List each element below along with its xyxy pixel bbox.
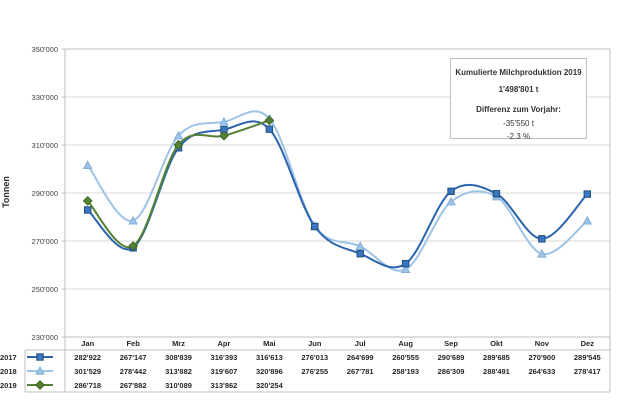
- series-year-label: 2017: [0, 352, 17, 362]
- legend-key-2017: [27, 353, 53, 361]
- table-cell: 260'555: [392, 352, 420, 362]
- annotation-total: 1'498'801 t: [498, 85, 539, 94]
- series-2019: [82, 115, 275, 251]
- triangle-marker: [582, 215, 593, 225]
- table-cell: 276'255: [301, 366, 329, 376]
- diamond-marker: [219, 130, 229, 141]
- diamond-marker: [35, 380, 45, 390]
- series-line-2019: [86, 119, 271, 249]
- month-header: Jan: [81, 339, 95, 348]
- series-year-label: 2019: [0, 380, 17, 390]
- square-marker: [356, 250, 364, 258]
- series-2017: [84, 120, 591, 269]
- triangle-marker: [128, 215, 138, 225]
- month-header: Dez: [580, 339, 594, 348]
- table-cell: 267'781: [346, 366, 374, 376]
- table-cell: 313'862: [210, 380, 238, 390]
- square-marker: [492, 190, 501, 198]
- table-cell: 316'393: [210, 352, 238, 362]
- series-year-label: 2018: [0, 366, 17, 376]
- square-marker: [84, 206, 92, 214]
- table-cell: 288'491: [483, 366, 510, 376]
- y-tick-label: 310'000: [31, 140, 58, 150]
- table-cell: 320'896: [255, 366, 283, 376]
- plot-borders: [24, 48, 611, 393]
- table-cell: 264'699: [346, 352, 374, 362]
- table-cell: 270'900: [528, 352, 556, 362]
- triangle-marker: [219, 116, 229, 126]
- triangle-marker: [173, 130, 184, 140]
- table-cell: 286'718: [74, 380, 102, 390]
- y-tick-label: 330'000: [31, 92, 58, 102]
- month-header: Apr: [217, 339, 231, 348]
- legend-keys: [27, 353, 53, 390]
- y-tick-label: 230'000: [31, 332, 58, 342]
- legend-key-2018: [27, 365, 53, 375]
- table-cell: 289'545: [573, 352, 601, 362]
- triangle-marker: [35, 365, 45, 375]
- square-marker: [311, 222, 319, 231]
- diamond-marker: [82, 195, 93, 206]
- annotation-box: Kumulierte Milchproduktion 2019 1'498'80…: [450, 58, 587, 141]
- month-header: Jun: [308, 339, 322, 348]
- table-cell: 267'882: [119, 380, 147, 390]
- month-header: Okt: [490, 339, 503, 348]
- series-line-2017: [86, 120, 589, 269]
- table-cell: 258'193: [392, 366, 420, 376]
- square-marker: [401, 259, 410, 268]
- y-tick-label: 350'000: [31, 44, 58, 54]
- triangle-marker: [82, 160, 93, 170]
- y-tick-label: 250'000: [31, 284, 58, 294]
- square-marker: [583, 190, 591, 198]
- table-cell: 320'254: [255, 380, 283, 390]
- month-header: Nov: [534, 339, 549, 348]
- month-header: Feb: [126, 339, 140, 348]
- table-cell: 313'882: [165, 366, 192, 376]
- square-marker: [36, 353, 44, 361]
- square-marker: [447, 187, 455, 196]
- table-cell: 286'309: [437, 366, 465, 376]
- annotation-diff-label: Differenz zum Vorjahr:: [476, 105, 561, 114]
- annotation-title: Kumulierte Milchproduktion 2019: [455, 68, 582, 77]
- square-marker: [538, 235, 546, 243]
- y-axis-title: Tonnen: [1, 176, 11, 208]
- table-cell: 289'685: [483, 352, 510, 362]
- data-series: [82, 110, 593, 274]
- diamond-marker: [173, 139, 184, 150]
- table-cell: 282'922: [74, 352, 102, 362]
- square-marker: [265, 125, 274, 133]
- month-header: Mrz: [172, 339, 185, 348]
- table-cell: 278'442: [119, 366, 147, 376]
- diamond-marker: [128, 241, 139, 251]
- triangle-marker: [355, 241, 366, 251]
- table-cell: 267'147: [119, 352, 147, 362]
- month-header: Aug: [398, 339, 413, 348]
- diamond-marker: [264, 115, 275, 126]
- annotation-diff-value: -35'550 t: [503, 119, 534, 128]
- legend-key-2019: [27, 380, 53, 390]
- month-header: Jul: [354, 339, 366, 348]
- table-cell: 301'529: [74, 366, 102, 376]
- table-cell: 278'417: [573, 366, 601, 376]
- y-tick-label: 270'000: [31, 236, 58, 246]
- table-cell: 276'013: [301, 352, 329, 362]
- month-header: Mai: [263, 339, 276, 348]
- table-cell: 308'839: [165, 352, 192, 362]
- table-cell: 316'613: [255, 352, 283, 362]
- annotation-diff-percent: -2.3 %: [506, 132, 531, 141]
- month-header: Sep: [444, 339, 458, 348]
- triangle-marker: [400, 264, 411, 274]
- triangle-marker: [446, 196, 456, 206]
- table-cell: 264'633: [528, 366, 556, 376]
- table-cell: 310'089: [165, 380, 192, 390]
- table-cell: 290'689: [437, 352, 465, 362]
- table-cell: 319'607: [210, 366, 238, 376]
- y-tick-label: 290'000: [31, 188, 58, 198]
- triangle-marker: [537, 248, 547, 258]
